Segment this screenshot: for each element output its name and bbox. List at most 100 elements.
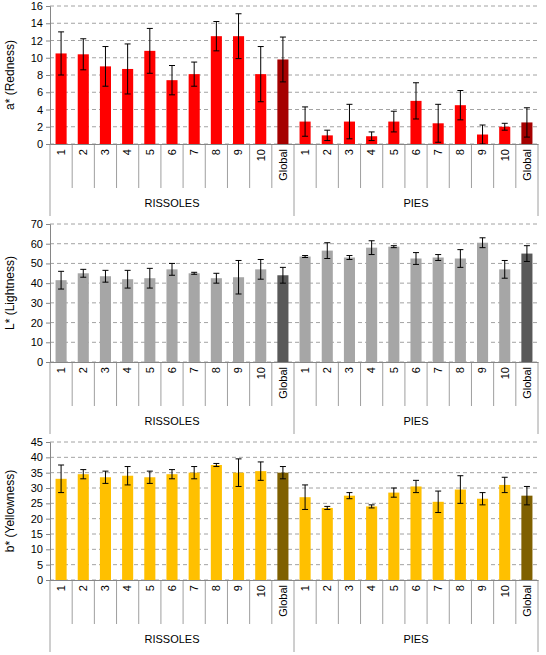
tick: 3: [343, 362, 355, 373]
error-line: [346, 138, 352, 139]
error-line: [324, 506, 330, 507]
grid: [50, 6, 538, 144]
error-line: [369, 140, 375, 141]
error-line: [169, 275, 175, 276]
separator: [50, 144, 51, 216]
error-line: [147, 28, 153, 29]
bar: [344, 496, 355, 580]
error-bar: [191, 467, 197, 479]
tick: 8: [37, 69, 50, 81]
error-bar: [524, 486, 530, 504]
error-bar: [391, 111, 397, 132]
error-line: [194, 62, 195, 86]
separator: [160, 144, 161, 188]
tick: 10: [31, 52, 50, 64]
error-line: [236, 58, 242, 59]
error-line: [391, 111, 397, 112]
grid: [50, 442, 538, 580]
error-line: [238, 14, 239, 59]
tick-mark: [46, 342, 50, 343]
error-line: [524, 107, 530, 108]
bars: [56, 14, 533, 144]
error-line: [125, 270, 131, 271]
error-line: [102, 471, 108, 472]
category-label: 9: [232, 149, 244, 155]
category-label: 5: [388, 149, 400, 155]
error-bar: [125, 270, 131, 288]
grid-line: [50, 40, 538, 41]
category-label: 6: [166, 585, 178, 591]
error-line: [58, 271, 64, 272]
category-label: 1: [299, 149, 311, 155]
error-bar: [524, 246, 530, 262]
tick: 4: [365, 144, 377, 155]
tick: 2: [321, 144, 333, 155]
tick: Global: [521, 580, 533, 617]
separator: [94, 580, 95, 624]
bar: [100, 276, 111, 362]
grid-line: [50, 57, 538, 58]
tick: 2: [77, 580, 89, 591]
bar: [166, 269, 177, 362]
bar: [455, 259, 466, 363]
category-label: 7: [432, 585, 444, 591]
error-line: [346, 104, 352, 105]
error-line: [302, 255, 308, 256]
error-bar: [391, 246, 397, 248]
x-axis: 12345678910Global12345678910Global: [51, 144, 539, 181]
error-line: [302, 136, 308, 137]
bar: [233, 473, 244, 580]
axis-line: [51, 144, 539, 145]
bar: [144, 278, 155, 362]
category-separators: [50, 362, 538, 434]
error-line: [371, 241, 372, 255]
bar: [433, 258, 444, 362]
tick: 7: [188, 362, 200, 373]
error-line: [258, 101, 264, 102]
category-label: 3: [99, 149, 111, 155]
error-line: [435, 254, 441, 255]
bar: [78, 474, 89, 580]
separator: [227, 144, 228, 188]
error-bar: [213, 463, 219, 466]
separator: [515, 362, 516, 406]
error-line: [280, 37, 286, 38]
error-line: [149, 268, 150, 288]
tick: 9: [232, 144, 244, 155]
error-line: [327, 130, 328, 140]
tick-label: 10: [31, 52, 43, 64]
bar: [189, 473, 200, 580]
error-line: [191, 272, 197, 273]
category-label: 7: [188, 585, 200, 591]
error-bar: [413, 253, 419, 265]
group-label: RISSOLES: [144, 633, 199, 645]
error-line: [58, 75, 64, 76]
error-line: [416, 83, 417, 119]
error-bar: [236, 14, 242, 59]
error-line: [482, 238, 483, 248]
error-line: [526, 108, 527, 137]
category-label: 8: [454, 149, 466, 155]
error-bar: [213, 22, 219, 51]
tick: 10: [499, 580, 511, 597]
tick: 1: [55, 144, 67, 155]
error-bar: [435, 491, 441, 512]
error-line: [327, 243, 328, 259]
error-line: [213, 283, 219, 284]
error-line: [258, 480, 264, 481]
error-line: [125, 288, 131, 289]
tick-label: 6: [37, 86, 43, 98]
grid-line: [50, 442, 538, 443]
separator: [50, 362, 51, 434]
error-line: [280, 478, 286, 479]
tick: 10: [255, 580, 267, 597]
tick: 5: [388, 580, 400, 591]
tick-mark: [46, 473, 50, 474]
error-bar: [302, 107, 308, 136]
tick: 9: [232, 580, 244, 591]
error-line: [349, 256, 350, 260]
tick-mark: [46, 75, 50, 76]
category-separators: [50, 144, 538, 216]
error-bar: [435, 255, 441, 261]
separator: [427, 580, 428, 624]
